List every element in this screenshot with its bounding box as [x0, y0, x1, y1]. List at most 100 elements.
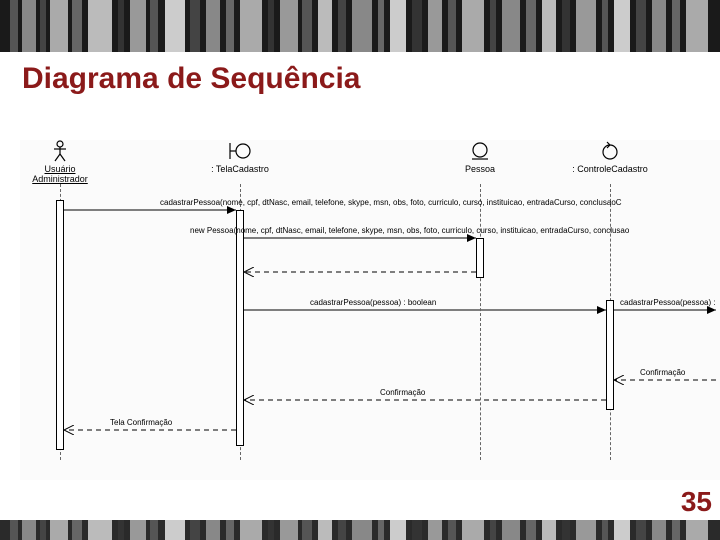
message-label: Confirmação: [640, 368, 685, 377]
stripe: [302, 520, 312, 540]
message-label: Tela Confirmação: [110, 418, 172, 427]
stripe: [602, 520, 608, 540]
stripe: [542, 520, 556, 540]
slide-title: Diagrama de Sequência: [22, 62, 360, 96]
stripe: [165, 0, 185, 52]
stripe: [562, 520, 570, 540]
stripe: [190, 0, 200, 52]
stripe: [352, 520, 372, 540]
stripe: [130, 520, 146, 540]
participant-tela: : TelaCadastro: [190, 140, 290, 174]
stripe: [50, 0, 68, 52]
stripe: [448, 520, 456, 540]
stripe: [672, 520, 680, 540]
activation-controle: [606, 300, 614, 410]
stripe: [636, 0, 646, 52]
page-number: 35: [681, 486, 712, 518]
stripe: [576, 520, 596, 540]
stripe: [526, 0, 536, 52]
stripe: [206, 0, 220, 52]
activation-pessoa: [476, 238, 484, 278]
participant-label-top: Usuário: [10, 164, 110, 174]
stripe: [240, 520, 262, 540]
stripe: [338, 520, 346, 540]
stripe: [652, 0, 666, 52]
stripe: [72, 0, 82, 52]
stripe: [118, 0, 124, 52]
stripe: [88, 520, 112, 540]
sequence-diagram: UsuárioAdministrador: TelaCadastroPessoa…: [20, 140, 720, 480]
message-label: cadastrarPessoa(pessoa) : boolean: [310, 298, 436, 307]
stripe: [636, 520, 646, 540]
stripe: [390, 0, 406, 52]
participant-label: Administrador: [10, 174, 110, 184]
participant-pessoa: Pessoa: [430, 140, 530, 174]
stripe: [686, 0, 708, 52]
stripe: [428, 0, 442, 52]
participant-user: UsuárioAdministrador: [10, 140, 110, 184]
stripe: [502, 0, 520, 52]
stripe: [602, 0, 608, 52]
stripe: [614, 0, 630, 52]
message-label: cadastrarPessoa(nome, cpf, dtNasc, email…: [160, 198, 622, 207]
participant-controle: : ControleCadastro: [560, 140, 660, 174]
stripe: [672, 0, 680, 52]
stripe: [352, 0, 372, 52]
stripe: [390, 520, 406, 540]
stripe: [502, 520, 520, 540]
stripe: [542, 0, 556, 52]
stripe: [150, 520, 158, 540]
entity-icon: [468, 140, 492, 162]
stripe: [50, 520, 68, 540]
activation-tela: [236, 210, 244, 446]
stripe: [206, 520, 220, 540]
stripe: [268, 0, 274, 52]
participant-label: Pessoa: [430, 164, 530, 174]
stripe: [448, 0, 456, 52]
stripe: [576, 0, 596, 52]
stripe: [226, 520, 234, 540]
stripe: [22, 520, 36, 540]
stripe: [318, 520, 332, 540]
stripe: [462, 0, 484, 52]
stripe: [302, 0, 312, 52]
stripe: [490, 520, 496, 540]
stripe: [338, 0, 346, 52]
stripe: [40, 0, 46, 52]
boundary-icon: [228, 140, 252, 162]
stripe: [686, 520, 708, 540]
stripe: [226, 0, 234, 52]
stripe: [40, 520, 46, 540]
arrows-layer: [20, 140, 720, 480]
stripe: [614, 520, 630, 540]
stripe: [428, 520, 442, 540]
stripe: [22, 0, 36, 52]
stripe: [462, 520, 484, 540]
stripe: [88, 0, 112, 52]
stripe: [318, 0, 332, 52]
stripe: [118, 520, 124, 540]
activation-user: [56, 200, 64, 450]
stripe: [268, 520, 274, 540]
stripe: [378, 0, 384, 52]
participant-label: : TelaCadastro: [190, 164, 290, 174]
stripe: [10, 520, 18, 540]
stripe: [190, 520, 200, 540]
participant-label: : ControleCadastro: [560, 164, 660, 174]
control-icon: [598, 140, 622, 162]
stripe: [240, 0, 262, 52]
actor-icon: [48, 140, 72, 162]
stripe: [412, 520, 422, 540]
stripe: [378, 520, 384, 540]
stripe: [72, 520, 82, 540]
stripe: [280, 520, 298, 540]
decorative-bottom-band: [0, 520, 720, 540]
stripe: [562, 0, 570, 52]
stripe: [280, 0, 298, 52]
stripe: [165, 520, 185, 540]
stripe: [130, 0, 146, 52]
stripe: [10, 0, 18, 52]
stripe: [490, 0, 496, 52]
stripe: [412, 0, 422, 52]
message-label: cadastrarPessoa(pessoa) :: [620, 298, 716, 307]
